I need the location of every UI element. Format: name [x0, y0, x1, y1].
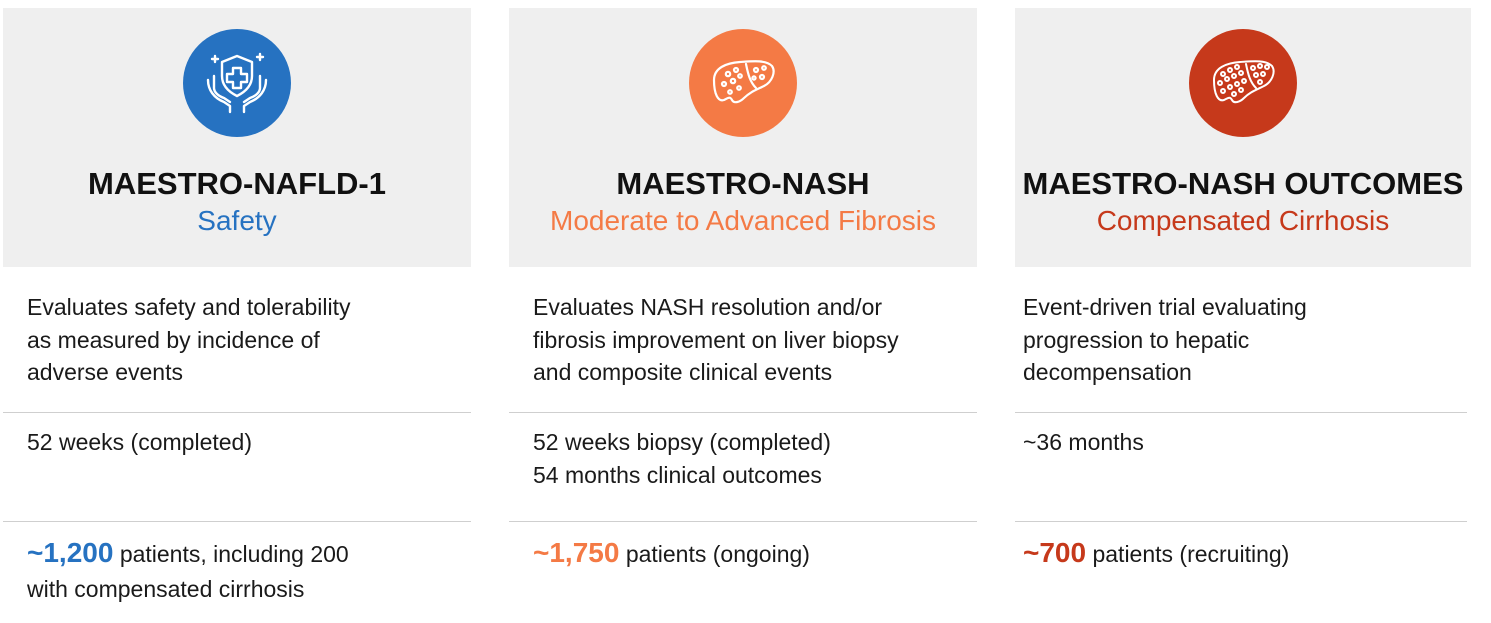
- trial-card-nash: MAESTRO-NASH Moderate to Advanced Fibros…: [509, 8, 977, 618]
- trial-card-nash-outcomes: MAESTRO-NASH OUTCOMES Compensated Cirrho…: [1015, 8, 1471, 618]
- trial-patients: ~1,200 patients, including 200 with comp…: [27, 535, 467, 607]
- icon-badge: [183, 29, 291, 137]
- description-line: Evaluates safety and tolerability: [27, 294, 351, 320]
- trial-card-nafld-1: MAESTRO-NAFLD-1 Safety Evaluates safety …: [3, 8, 471, 618]
- description-line: Event-driven trial evaluating: [1023, 294, 1307, 320]
- duration-line: 52 weeks biopsy (completed): [533, 429, 831, 455]
- patients-number: ~1,750: [533, 537, 620, 568]
- divider: [3, 412, 471, 413]
- shield-hands-icon: [206, 52, 268, 114]
- icon-badge: [689, 29, 797, 137]
- description-line: as measured by incidence of: [27, 326, 320, 353]
- patients-number: ~700: [1023, 537, 1087, 568]
- icon-badge: [1189, 29, 1297, 137]
- card-header: MAESTRO-NAFLD-1 Safety: [3, 8, 471, 267]
- duration-line: ~36 months: [1023, 429, 1144, 455]
- trial-duration: 52 weeks (completed): [27, 426, 457, 459]
- card-header: MAESTRO-NASH Moderate to Advanced Fibros…: [509, 8, 977, 267]
- trial-subtitle: Moderate to Advanced Fibrosis: [550, 205, 936, 236]
- trial-subtitle: Compensated Cirrhosis: [1096, 205, 1390, 236]
- trial-title: MAESTRO-NAFLD-1: [88, 166, 386, 201]
- trial-patients: ~700 patients (recruiting): [1023, 535, 1463, 572]
- cirrhotic-liver-icon: [1213, 60, 1275, 104]
- divider: [1015, 412, 1467, 413]
- patients-number: ~1,200: [27, 537, 114, 568]
- trial-description: Event-driven trial evaluating progressio…: [1023, 291, 1453, 389]
- patients-label: patients (ongoing): [625, 541, 810, 567]
- divider: [3, 521, 471, 522]
- trial-subtitle: Safety: [197, 205, 277, 236]
- description-line: progression to hepatic: [1023, 326, 1250, 353]
- patients-label: patients, including 200: [119, 541, 349, 567]
- trial-description: Evaluates safety and tolerability as mea…: [27, 291, 457, 389]
- description-line: Evaluates NASH resolution and/or: [533, 294, 883, 320]
- patients-label-2: with compensated cirrhosis: [27, 576, 305, 602]
- divider: [509, 412, 977, 413]
- description-line: decompensation: [1023, 359, 1192, 385]
- trial-title: MAESTRO-NASH: [616, 166, 870, 201]
- trial-duration: 52 weeks biopsy (completed) 54 months cl…: [533, 426, 963, 491]
- card-header: MAESTRO-NASH OUTCOMES Compensated Cirrho…: [1015, 8, 1471, 267]
- patients-label: patients (recruiting): [1092, 541, 1290, 567]
- trial-title: MAESTRO-NASH OUTCOMES: [1022, 166, 1464, 201]
- duration-line: 54 months clinical outcomes: [533, 461, 822, 488]
- trial-patients: ~1,750 patients (ongoing): [533, 535, 973, 572]
- description-line: fibrosis improvement on liver biopsy: [533, 326, 899, 353]
- divider: [1015, 521, 1467, 522]
- duration-line: 52 weeks (completed): [27, 429, 252, 455]
- liver-icon: [712, 60, 775, 104]
- trial-duration: ~36 months: [1023, 426, 1453, 459]
- trial-description: Evaluates NASH resolution and/or fibrosi…: [533, 291, 963, 389]
- description-line: and composite clinical events: [533, 359, 833, 385]
- divider: [509, 521, 977, 522]
- description-line: adverse events: [27, 359, 183, 385]
